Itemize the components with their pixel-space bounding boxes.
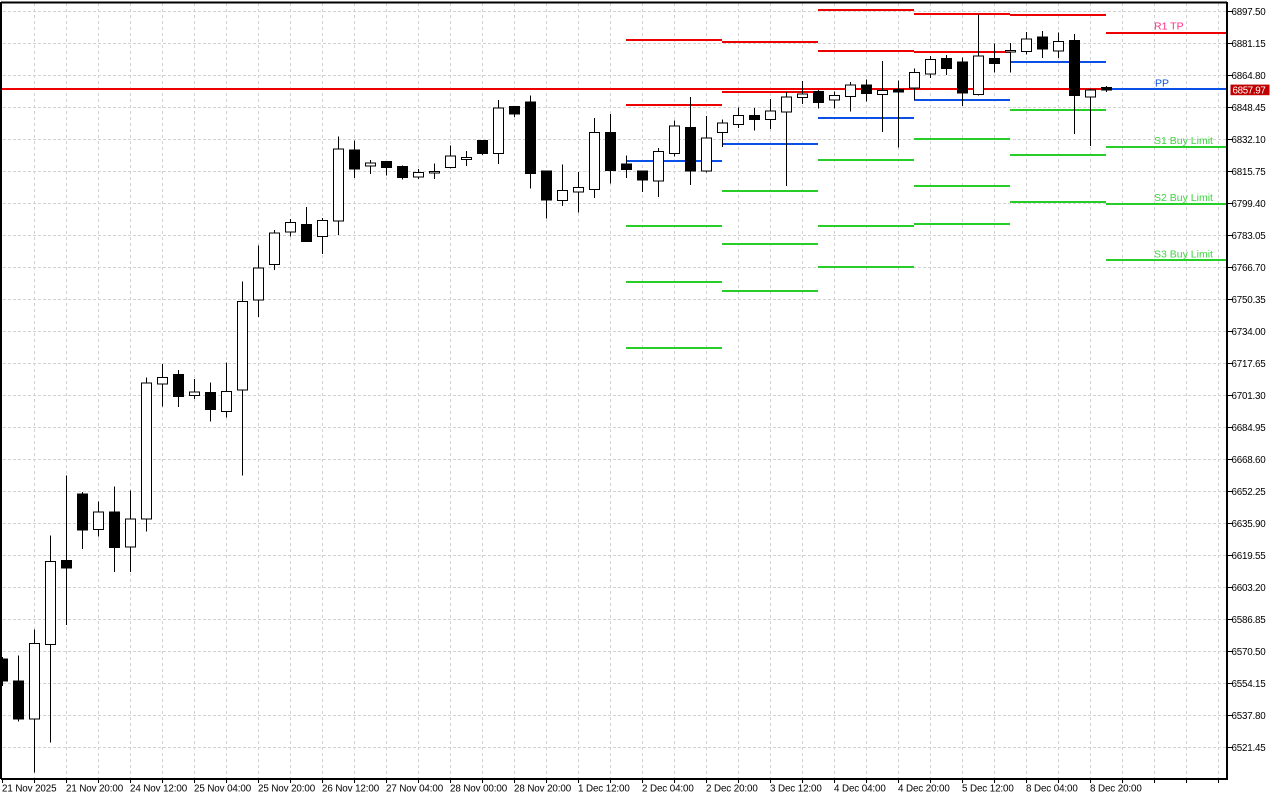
svg-text:6701.30: 6701.30 [1232, 391, 1267, 402]
svg-text:21 Nov 20:00: 21 Nov 20:00 [66, 783, 124, 794]
svg-text:6897.50: 6897.50 [1232, 7, 1267, 18]
svg-text:6717.65: 6717.65 [1232, 359, 1267, 370]
svg-text:6554.15: 6554.15 [1232, 679, 1267, 690]
svg-text:4 Dec 04:00: 4 Dec 04:00 [834, 783, 886, 794]
svg-text:26 Nov 12:00: 26 Nov 12:00 [322, 783, 380, 794]
svg-text:6766.70: 6766.70 [1232, 263, 1267, 274]
svg-text:6635.90: 6635.90 [1232, 519, 1267, 530]
svg-text:6619.55: 6619.55 [1232, 551, 1267, 562]
svg-text:1 Dec 12:00: 1 Dec 12:00 [578, 783, 630, 794]
svg-text:8 Dec 20:00: 8 Dec 20:00 [1090, 783, 1142, 794]
svg-text:25 Nov 20:00: 25 Nov 20:00 [258, 783, 316, 794]
svg-text:6750.35: 6750.35 [1232, 295, 1267, 306]
svg-text:R1 TP: R1 TP [1154, 21, 1184, 33]
svg-text:6881.15: 6881.15 [1232, 39, 1267, 50]
svg-text:6815.75: 6815.75 [1232, 167, 1267, 178]
svg-text:21 Nov 2025: 21 Nov 2025 [2, 783, 57, 794]
svg-text:S2 Buy Limit: S2 Buy Limit [1154, 192, 1213, 204]
svg-text:2 Dec 04:00: 2 Dec 04:00 [642, 783, 694, 794]
svg-text:28 Nov 00:00: 28 Nov 00:00 [450, 783, 508, 794]
svg-text:6537.80: 6537.80 [1232, 711, 1267, 722]
svg-text:6734.00: 6734.00 [1232, 327, 1267, 338]
svg-text:6668.60: 6668.60 [1232, 455, 1267, 466]
svg-text:6652.25: 6652.25 [1232, 487, 1267, 498]
svg-text:3 Dec 12:00: 3 Dec 12:00 [770, 783, 822, 794]
svg-text:6603.20: 6603.20 [1232, 583, 1267, 594]
svg-text:27 Nov 04:00: 27 Nov 04:00 [386, 783, 444, 794]
svg-text:S1 Buy Limit: S1 Buy Limit [1154, 135, 1213, 147]
svg-text:6783.05: 6783.05 [1232, 231, 1267, 242]
svg-text:6684.95: 6684.95 [1232, 423, 1267, 434]
svg-text:PP: PP [1155, 78, 1169, 90]
svg-text:6848.45: 6848.45 [1232, 103, 1267, 114]
svg-text:5 Dec 12:00: 5 Dec 12:00 [962, 783, 1014, 794]
svg-text:2 Dec 20:00: 2 Dec 20:00 [706, 783, 758, 794]
svg-text:6864.80: 6864.80 [1232, 71, 1267, 82]
svg-text:6586.85: 6586.85 [1232, 615, 1267, 626]
svg-text:6857.97: 6857.97 [1233, 85, 1266, 96]
svg-text:8 Dec 04:00: 8 Dec 04:00 [1026, 783, 1078, 794]
svg-text:28 Nov 20:00: 28 Nov 20:00 [514, 783, 572, 794]
svg-text:6521.45: 6521.45 [1232, 743, 1267, 754]
svg-text:24 Nov 12:00: 24 Nov 12:00 [130, 783, 188, 794]
svg-text:6832.10: 6832.10 [1232, 135, 1267, 146]
svg-text:S3 Buy Limit: S3 Buy Limit [1154, 249, 1213, 261]
svg-text:6799.40: 6799.40 [1232, 199, 1267, 210]
svg-text:25 Nov 04:00: 25 Nov 04:00 [194, 783, 252, 794]
svg-text:4 Dec 20:00: 4 Dec 20:00 [898, 783, 950, 794]
svg-text:6570.50: 6570.50 [1232, 647, 1267, 658]
